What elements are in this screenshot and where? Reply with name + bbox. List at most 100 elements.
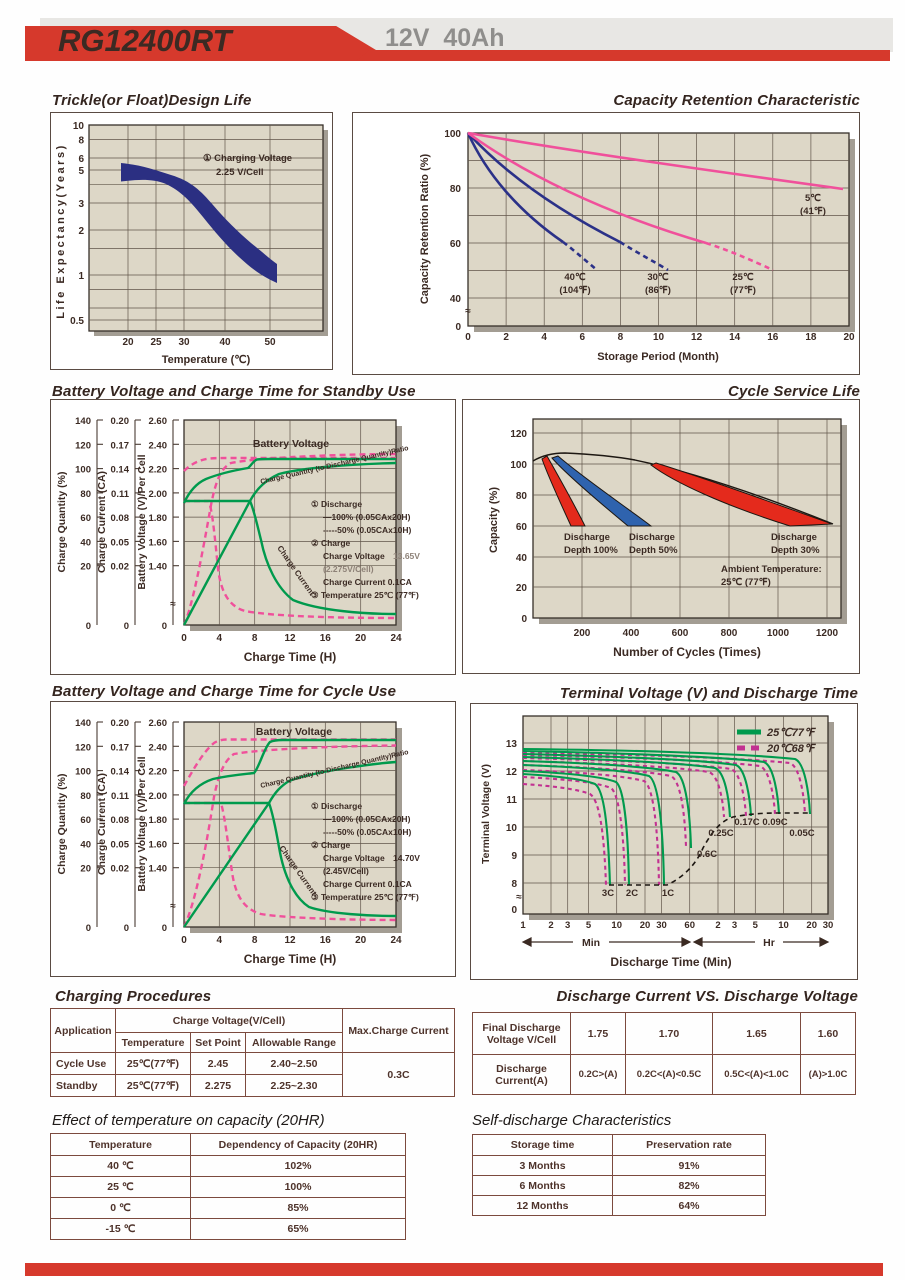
cl-ytick: 20 (516, 583, 528, 594)
a1-tick: 60 (80, 513, 91, 524)
discharge-voltage-table: Final Discharge Voltage V/Cell 1.75 1.70… (472, 1012, 856, 1095)
trickle-xtick: 25 (150, 337, 162, 348)
note: -----50% (0.05CAx10H) (323, 827, 411, 837)
cell-current: 0.2C<(A)<0.5C (625, 1054, 713, 1095)
cl-ylabel: Capacity (%) (488, 487, 500, 553)
cell-current: 0.5C<(A)<1.0C (712, 1054, 801, 1095)
cell-voltage: 1.70 (625, 1012, 713, 1055)
table-row: Temperature Dependency of Capacity (20HR… (50, 1133, 406, 1156)
a2-tick: 0.05 (111, 537, 130, 548)
a2-tick: 0.17 (111, 742, 130, 753)
trickle-xtick: 50 (264, 337, 276, 348)
hr-range-label: Hr (763, 937, 775, 949)
retention-xtick: 14 (729, 332, 741, 343)
table-row: 40 ℃ 102% (50, 1155, 406, 1177)
tv-xtick: 60 (684, 920, 695, 931)
a1-tick: 120 (75, 742, 91, 753)
trickle-xlabel: Temperature (℃) (162, 354, 251, 366)
cl-ytick: 100 (510, 460, 527, 471)
tv-xtick: 30 (823, 920, 834, 931)
standby-bv-100 (182, 457, 396, 504)
a2-tick: 0.02 (111, 864, 130, 875)
standby-xtick: 24 (390, 633, 402, 644)
band-depth-50 (551, 455, 653, 527)
cu-qty-50 (182, 744, 397, 928)
standby-a2label: Charge Current (CA) (96, 471, 108, 573)
legend-25c-label: 25℃77℉ (766, 727, 817, 739)
cu-xtick: 20 (355, 935, 367, 946)
table-row: 6 Months 82% (472, 1175, 766, 1196)
cl-xlabel: Number of Cycles (Times) (613, 645, 761, 659)
cu-xtick: 24 (390, 935, 402, 946)
depth-50-label: Discharge (629, 532, 675, 543)
retention-ytick: 40 (450, 294, 462, 305)
a3-tick: 2.00 (149, 791, 168, 802)
cell-temp: 25 ℃ (50, 1176, 191, 1198)
cycle-life-svg: 120 100 80 60 40 20 0 200 400 600 800 10… (488, 418, 847, 659)
retention-ytick: 100 (444, 129, 461, 140)
rate-labels: 3C 2C 1C 0.6C 0.25C 0.17C 0.09C 0.05C (602, 817, 815, 899)
cl-ytick: 80 (516, 491, 528, 502)
depth-100-label: Depth 100% (564, 545, 618, 556)
curve-40c-solid (466, 132, 564, 244)
cu-bv-100 (182, 738, 396, 805)
header-charge-voltage: Charge Voltage(V/Cell) (115, 1008, 343, 1033)
label-line: Voltage V/Cell (486, 1033, 557, 1046)
depth-30-label: Discharge (771, 532, 817, 543)
cell-set-point: 2.275 (190, 1074, 246, 1097)
cell-current: 0.2C>(A) (570, 1054, 626, 1095)
note: —100% (0.05CAx20H) (323, 814, 411, 824)
note: —100% (0.05CAx20H) (323, 512, 411, 522)
curve-40c-dashed (562, 240, 598, 272)
tv-ytick: 11 (506, 795, 517, 806)
label-30c: 30℃ (647, 272, 669, 283)
tv-xlabel: Discharge Time (Min) (610, 955, 731, 969)
cell-application: Standby (50, 1074, 116, 1097)
cl-xtick: 400 (623, 628, 640, 639)
trickle-ylabel: Life Expectancy(Years) (55, 143, 67, 318)
a3-tick: 1.60 (149, 537, 168, 548)
header-preservation-rate: Preservation rate (612, 1134, 766, 1156)
cutoff-envelope (609, 812, 811, 886)
note: ① Discharge (311, 499, 362, 509)
rate-017c: 0.17C (734, 817, 759, 828)
cell-storage: 6 Months (472, 1175, 613, 1196)
cell-range: 2.40~2.50 (245, 1052, 343, 1075)
retention-axis-break: ≈ (465, 306, 471, 317)
tv-xtick: 3 (732, 920, 737, 931)
label-line: Current(A) (495, 1074, 548, 1087)
retention-xtick: 10 (653, 332, 665, 343)
min-range-label: Min (582, 937, 600, 949)
retention-svg: 100 80 60 40 0 0 2 4 6 8 10 12 14 16 18 … (419, 129, 855, 363)
header-allowable-range: Allowable Range (245, 1032, 343, 1053)
cell-temp: 40 ℃ (50, 1155, 191, 1177)
header-storage-time: Storage time (472, 1134, 613, 1156)
chart-trickle-design-life: 10 8 6 5 3 2 1 0.5 20 25 30 40 50 ① Char… (50, 112, 333, 370)
retention-xtick: 16 (767, 332, 779, 343)
tv-ytick: 0 (511, 905, 517, 916)
a3-tick: 2.00 (149, 489, 168, 500)
cell-set-point: 2.45 (190, 1052, 246, 1075)
a2-tick: 0.17 (111, 440, 130, 451)
trickle-ytick: 10 (73, 121, 85, 132)
trickle-ytick: 3 (78, 199, 84, 210)
a1-tick: 20 (80, 864, 91, 875)
note: (2.45V/Cell) (323, 866, 369, 876)
rate-2c: 2C (626, 888, 638, 899)
cu-xtick: 12 (284, 935, 296, 946)
tv-ytick: 10 (506, 823, 518, 834)
tv-ytick: 13 (506, 739, 518, 750)
trickle-ytick: 5 (78, 166, 84, 177)
a1-tick: 40 (80, 537, 91, 548)
label-25f: (77℉) (730, 285, 756, 296)
a1-tick: 120 (75, 440, 91, 451)
cu-qty-100 (183, 760, 397, 928)
ambient-label: 25℃ (77℉) (721, 577, 771, 588)
a1-tick: 140 (75, 416, 91, 427)
a2-tick: 0.20 (111, 416, 130, 427)
standby-a3label: Battery Voltage (V)/Per Cell (136, 454, 148, 589)
standby-qty-100 (182, 461, 397, 626)
header-set-point: Set Point (190, 1032, 246, 1053)
a2-tick: 0.20 (111, 718, 130, 729)
curve-30c-solid (467, 132, 621, 244)
